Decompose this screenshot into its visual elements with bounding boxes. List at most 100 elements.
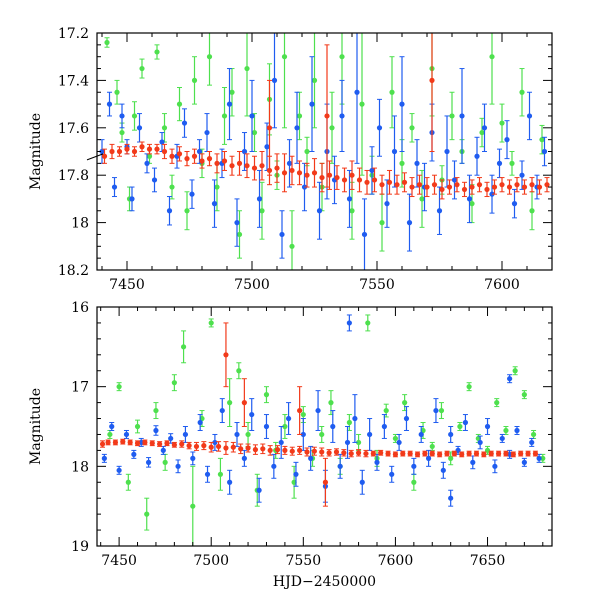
green-point bbox=[144, 511, 150, 517]
x-tick-label: 7500 bbox=[193, 553, 229, 569]
y-axis-label: Magnitude bbox=[28, 388, 44, 465]
green-point bbox=[236, 231, 243, 238]
blue-point bbox=[160, 447, 166, 453]
green-point bbox=[411, 479, 417, 485]
blue-point bbox=[227, 479, 233, 485]
blue-point bbox=[521, 459, 527, 465]
red-point bbox=[506, 184, 513, 190]
red-point bbox=[461, 186, 468, 193]
red-point bbox=[134, 440, 141, 446]
red-point bbox=[127, 439, 133, 446]
red-point bbox=[324, 113, 330, 119]
blue-point bbox=[116, 467, 122, 473]
blue-point bbox=[414, 160, 420, 166]
blue-point bbox=[316, 208, 323, 214]
red-point bbox=[146, 146, 153, 152]
red-point bbox=[469, 184, 475, 190]
red-point bbox=[215, 443, 222, 450]
blue-point bbox=[354, 89, 360, 95]
red-point bbox=[355, 450, 362, 456]
red-point bbox=[503, 450, 509, 457]
x-tick-label: 7650 bbox=[470, 553, 506, 569]
red-point bbox=[424, 184, 430, 190]
red-point bbox=[214, 160, 220, 166]
blue-point bbox=[190, 455, 196, 461]
red-point bbox=[281, 170, 288, 176]
red-point bbox=[208, 444, 214, 450]
green-point bbox=[399, 160, 405, 166]
blue-point bbox=[511, 201, 518, 207]
blue-point bbox=[285, 415, 292, 422]
blue-point bbox=[367, 431, 373, 438]
blue-point bbox=[204, 471, 211, 477]
red-point bbox=[407, 450, 413, 457]
red-point bbox=[476, 182, 483, 188]
red-point bbox=[459, 451, 465, 457]
red-point bbox=[319, 174, 325, 181]
blue-point bbox=[175, 463, 181, 469]
red-point bbox=[422, 450, 428, 457]
green-point bbox=[503, 427, 509, 434]
green-point bbox=[153, 407, 159, 414]
red-point bbox=[241, 400, 247, 406]
red-point bbox=[252, 447, 259, 453]
green-point bbox=[125, 479, 131, 485]
red-point bbox=[161, 148, 168, 155]
green-point bbox=[540, 455, 546, 461]
green-point bbox=[300, 411, 306, 418]
green-point bbox=[214, 184, 220, 190]
red-point bbox=[289, 167, 295, 174]
red-point bbox=[221, 158, 228, 164]
red-point bbox=[105, 439, 111, 446]
blue-point bbox=[411, 463, 417, 469]
red-point bbox=[311, 170, 318, 176]
blue-point bbox=[101, 455, 107, 461]
red-point bbox=[238, 446, 244, 452]
green-point bbox=[134, 423, 141, 430]
red-point bbox=[454, 182, 460, 188]
blue-point bbox=[519, 172, 525, 178]
green-point bbox=[489, 54, 495, 60]
green-series bbox=[107, 314, 546, 546]
blue-point bbox=[389, 471, 395, 477]
green-point bbox=[329, 125, 335, 131]
green-point bbox=[244, 65, 250, 72]
blue-point bbox=[481, 125, 488, 131]
red-point bbox=[266, 125, 273, 131]
red-point bbox=[446, 184, 453, 190]
y-tick-label: 18 bbox=[71, 216, 89, 232]
red-point bbox=[499, 182, 505, 188]
red-point bbox=[348, 450, 354, 457]
blue-point bbox=[279, 231, 285, 238]
green-point bbox=[161, 125, 168, 131]
green-point bbox=[530, 431, 537, 438]
y-tick-label: 17.8 bbox=[58, 168, 89, 184]
trend-line-stub bbox=[86, 153, 104, 161]
green-point bbox=[365, 320, 371, 326]
blue-point bbox=[352, 415, 358, 422]
green-point bbox=[346, 419, 352, 426]
blue-point bbox=[145, 459, 152, 465]
red-point bbox=[124, 146, 130, 152]
red-point bbox=[473, 450, 480, 457]
blue-point bbox=[396, 439, 402, 446]
x-axis-label: HJD−2450000 bbox=[273, 574, 376, 590]
red-point bbox=[101, 153, 108, 159]
y-tick-label: 16 bbox=[71, 300, 89, 316]
red-point bbox=[120, 439, 126, 445]
blue-point bbox=[123, 431, 130, 438]
blue-point bbox=[256, 196, 263, 202]
blue-point bbox=[470, 459, 476, 465]
blue-point bbox=[433, 407, 439, 414]
blue-point bbox=[315, 407, 321, 414]
green-point bbox=[469, 201, 475, 207]
red-point bbox=[229, 163, 235, 169]
blue-point bbox=[293, 471, 299, 477]
red-point bbox=[341, 177, 348, 183]
blue-point bbox=[211, 201, 218, 207]
blue-point bbox=[384, 201, 390, 207]
blue-point bbox=[344, 439, 351, 446]
green-point bbox=[236, 368, 242, 374]
green-point bbox=[131, 113, 138, 119]
